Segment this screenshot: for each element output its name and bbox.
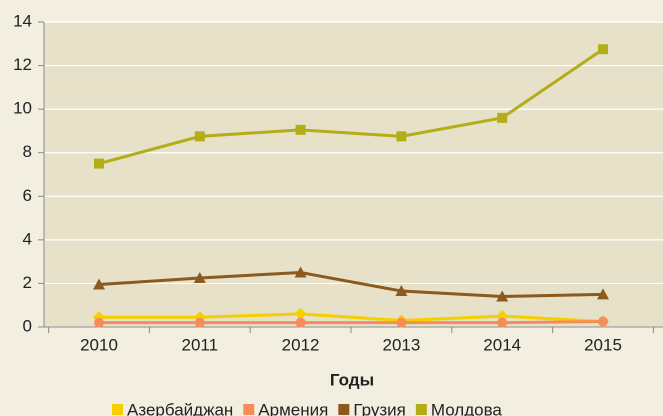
marker: [93, 278, 105, 290]
legend-label: Грузия: [353, 400, 406, 416]
marker: [597, 288, 609, 300]
legend-swatch: [112, 404, 123, 415]
marker: [294, 266, 307, 278]
legend-label: Азербайджан: [127, 400, 233, 416]
y-tick-label: 6: [23, 186, 32, 205]
series-line: [98, 271, 604, 299]
y-tick-label: 10: [13, 99, 32, 118]
marker: [193, 271, 206, 283]
marker: [396, 317, 407, 328]
marker: [194, 131, 205, 142]
marker: [396, 131, 407, 142]
series-line: [99, 320, 604, 325]
x-axis-label: Годы: [330, 370, 374, 389]
marker: [497, 112, 508, 123]
x-tick-label: 2012: [282, 335, 320, 354]
plot-area: [44, 22, 663, 327]
legend-label: Армения: [258, 400, 328, 416]
y-tick-label: 14: [13, 11, 32, 30]
x-tick-label: 2011: [182, 335, 219, 354]
legend-swatch: [338, 404, 350, 415]
marker: [295, 124, 306, 135]
marker: [295, 317, 306, 328]
legend-label: Молдова: [431, 400, 503, 416]
marker: [94, 317, 104, 328]
y-tick-label: 4: [23, 229, 32, 248]
y-tick-label: 8: [23, 142, 32, 161]
y-tick-label: 0: [23, 316, 32, 335]
marker: [94, 158, 104, 169]
legend-swatch: [243, 404, 255, 415]
x-tick-label: 2010: [80, 335, 118, 354]
legend-swatch: [415, 404, 427, 415]
marker: [497, 317, 508, 328]
marker: [496, 290, 509, 302]
x-tick-label: 2015: [584, 335, 622, 354]
marker: [395, 285, 408, 297]
marker: [294, 307, 307, 320]
series-line: [98, 47, 604, 166]
y-tick-label: 2: [23, 273, 32, 292]
marker: [598, 44, 608, 55]
y-tick-label: 12: [13, 55, 32, 74]
x-tick-label: 2013: [382, 335, 420, 354]
marker: [194, 317, 205, 328]
series-line: [99, 312, 604, 324]
x-tick-label: 2014: [483, 335, 521, 354]
marker: [598, 316, 608, 327]
